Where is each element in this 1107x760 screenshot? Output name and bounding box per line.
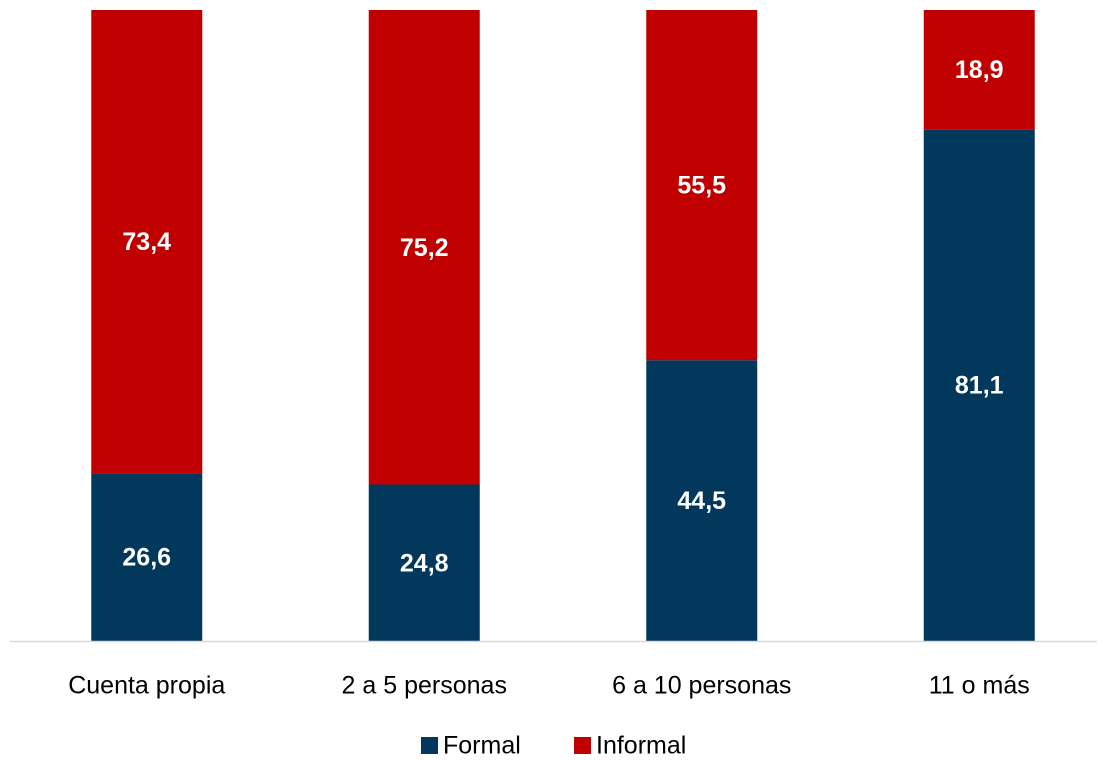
- bar-segment: [646, 10, 758, 361]
- legend-label: Informal: [596, 732, 686, 760]
- bar-segment: [91, 473, 203, 641]
- bar-segment: [91, 10, 203, 474]
- bar-segment: [923, 129, 1035, 641]
- x-tick-label: 6 a 10 personas: [612, 672, 791, 700]
- legend-swatch: [421, 737, 438, 754]
- x-tick-label: 2 a 5 personas: [342, 672, 507, 700]
- bar-segment: [368, 484, 480, 641]
- legend-swatch: [574, 737, 591, 754]
- x-tick-label: Cuenta propia: [68, 672, 225, 700]
- bar-segment: [646, 360, 758, 641]
- value-label: 24,8: [400, 549, 449, 577]
- bar-segment: [923, 10, 1035, 130]
- legend-label: Formal: [443, 732, 521, 760]
- value-label: 81,1: [955, 372, 1004, 400]
- value-label: 55,5: [677, 172, 726, 200]
- value-label: 26,6: [122, 544, 171, 572]
- value-label: 73,4: [122, 228, 171, 256]
- value-label: 75,2: [400, 234, 449, 262]
- value-label: 44,5: [677, 487, 726, 515]
- bar-segment: [368, 10, 480, 485]
- x-tick-label: 11 o más: [929, 672, 1030, 700]
- value-label: 18,9: [955, 56, 1004, 84]
